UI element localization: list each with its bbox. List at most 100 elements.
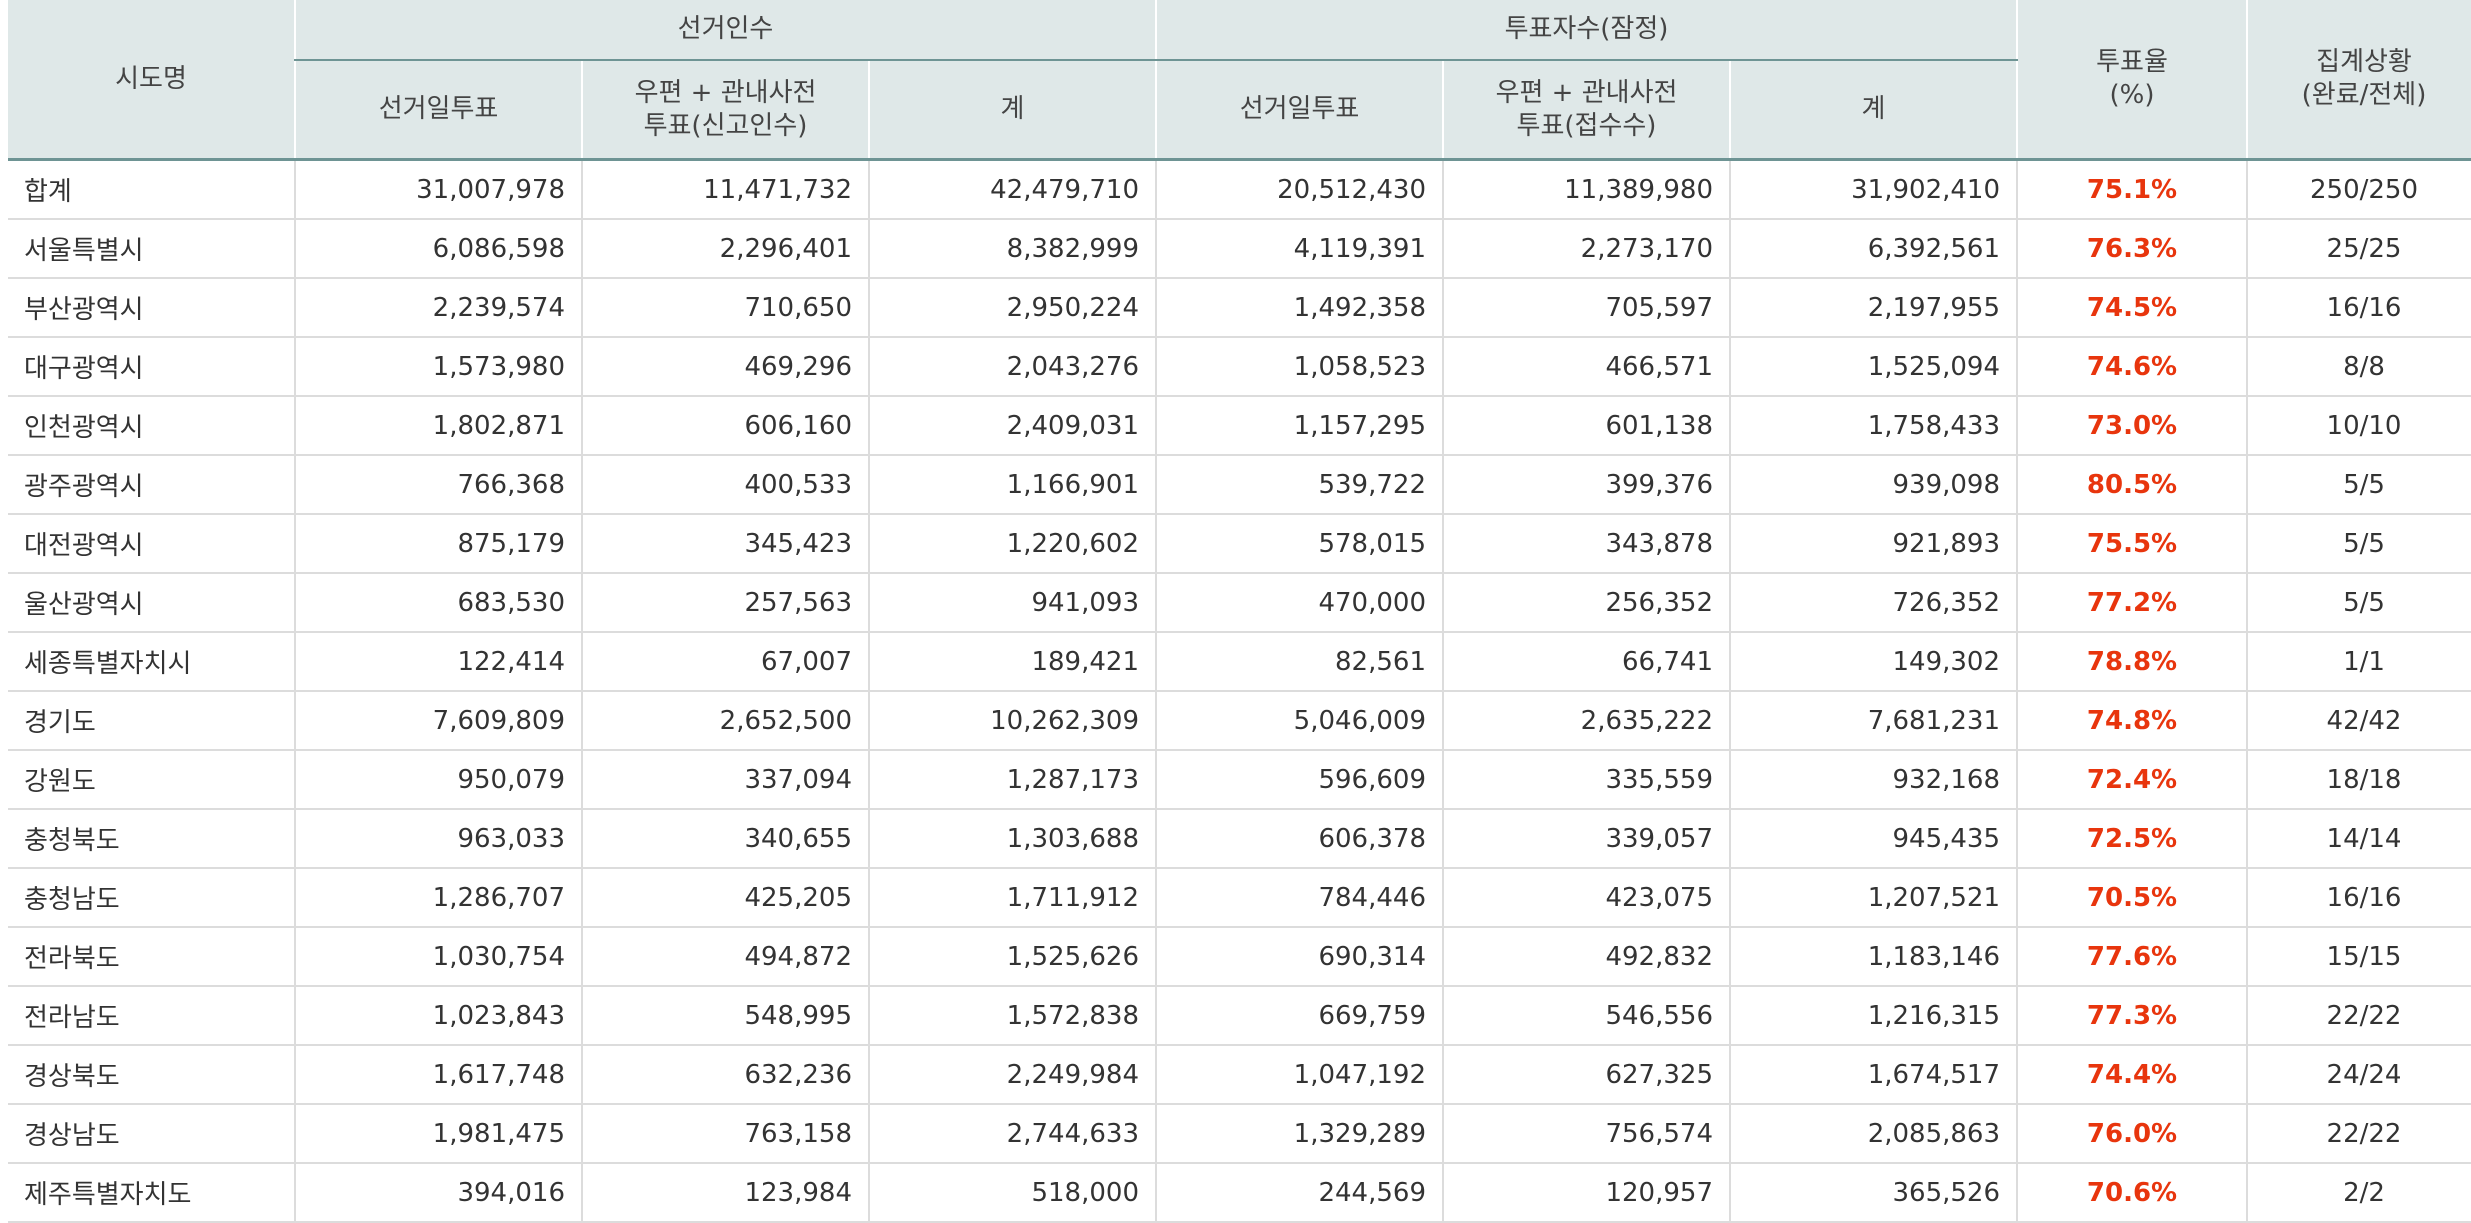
electorate-total-cell: 2,409,031 — [868, 396, 1156, 456]
voters-election-day-cell: 1,047,192 — [1155, 1045, 1443, 1105]
electorate-election-day-cell: 1,573,980 — [294, 337, 582, 397]
voters-election-day-cell: 669,759 — [1155, 986, 1443, 1046]
electorate-mail-early-cell: 548,995 — [581, 986, 869, 1046]
electorate-mail-early-cell: 632,236 — [581, 1045, 869, 1105]
electorate-total-cell: 1,287,173 — [868, 750, 1156, 810]
electorate-election-day-cell: 1,981,475 — [294, 1104, 582, 1164]
electorate-total-cell: 1,166,901 — [868, 455, 1156, 515]
turnout-rate-cell: 74.8% — [2016, 691, 2248, 751]
turnout-rate-cell: 72.4% — [2016, 750, 2248, 810]
region-cell: 대전광역시 — [8, 514, 295, 574]
electorate-mail-early-cell: 345,423 — [581, 514, 869, 574]
electorate-total-cell: 42,479,710 — [868, 159, 1156, 220]
status-cell: 14/14 — [2246, 809, 2471, 869]
voters-total-cell: 7,681,231 — [1728, 691, 2018, 751]
turnout-rate-cell: 77.6% — [2016, 927, 2248, 987]
voters-mail-early-cell: 756,574 — [1442, 1104, 1730, 1164]
voters-total-cell: 149,302 — [1728, 632, 2018, 692]
electorate-mail-early-cell: 2,652,500 — [581, 691, 869, 751]
table-row: 충청남도 1,286,707 425,205 1,711,912 784,446 423,… — [8, 868, 2471, 928]
table-row: 부산광역시 2,239,574 710,650 2,950,224 1,492,358 7… — [8, 278, 2471, 338]
voters-total-cell: 939,098 — [1728, 455, 2018, 515]
electorate-election-day-cell: 875,179 — [294, 514, 582, 574]
status-cell: 5/5 — [2246, 514, 2471, 574]
col-electorate-group-header: 선거인수 — [294, 0, 1156, 61]
voters-mail-early-cell: 343,878 — [1442, 514, 1730, 574]
voters-election-day-cell: 784,446 — [1155, 868, 1443, 928]
status-cell: 8/8 — [2246, 337, 2471, 397]
electorate-total-cell: 8,382,999 — [868, 219, 1156, 279]
electorate-election-day-cell: 2,239,574 — [294, 278, 582, 338]
status-cell: 2/2 — [2246, 1163, 2471, 1223]
voters-election-day-cell: 1,492,358 — [1155, 278, 1443, 338]
table-row: 제주특별자치도 394,016 123,984 518,000 244,569 120,9… — [8, 1163, 2471, 1223]
voters-total-cell: 1,525,094 — [1728, 337, 2018, 397]
table-header: 시도명 선거인수 투표자수(잠정) 투표율 (%) 집계상황 (완료/전체) 선… — [8, 0, 2471, 161]
electorate-mail-early-cell: 425,205 — [581, 868, 869, 928]
turnout-rate-cell: 77.3% — [2016, 986, 2248, 1046]
col-electorate-election-day-header[interactable]: 선거일투표 — [294, 60, 582, 161]
voters-total-cell: 932,168 — [1728, 750, 2018, 810]
electorate-total-cell: 518,000 — [868, 1163, 1156, 1223]
electorate-election-day-cell: 394,016 — [294, 1163, 582, 1223]
region-cell: 제주특별자치도 — [8, 1163, 295, 1223]
electorate-total-cell: 2,744,633 — [868, 1104, 1156, 1164]
turnout-rate-cell: 70.6% — [2016, 1163, 2248, 1223]
electorate-election-day-cell: 7,609,809 — [294, 691, 582, 751]
electorate-mail-early-cell: 337,094 — [581, 750, 869, 810]
table-row: 충청북도 963,033 340,655 1,303,688 606,378 339,05… — [8, 809, 2471, 869]
electorate-election-day-cell: 766,368 — [294, 455, 582, 515]
electorate-election-day-cell: 950,079 — [294, 750, 582, 810]
electorate-election-day-cell: 6,086,598 — [294, 219, 582, 279]
electorate-election-day-cell: 1,030,754 — [294, 927, 582, 987]
electorate-mail-early-cell: 469,296 — [581, 337, 869, 397]
status-cell: 10/10 — [2246, 396, 2471, 456]
electorate-mail-early-cell: 67,007 — [581, 632, 869, 692]
col-turnout-header[interactable]: 투표율 (%) — [2016, 0, 2248, 161]
region-cell: 경기도 — [8, 691, 295, 751]
electorate-total-cell: 10,262,309 — [868, 691, 1156, 751]
status-cell: 15/15 — [2246, 927, 2471, 987]
status-cell: 42/42 — [2246, 691, 2471, 751]
electorate-total-cell: 1,572,838 — [868, 986, 1156, 1046]
turnout-rate-cell: 74.5% — [2016, 278, 2248, 338]
electorate-mail-early-cell: 340,655 — [581, 809, 869, 869]
table-body: 합계 31,007,978 11,471,732 42,479,710 20,512,4… — [8, 159, 2471, 1223]
electorate-mail-early-cell: 123,984 — [581, 1163, 869, 1223]
electorate-mail-early-cell: 606,160 — [581, 396, 869, 456]
region-cell: 강원도 — [8, 750, 295, 810]
electorate-total-cell: 1,303,688 — [868, 809, 1156, 869]
electorate-mail-early-cell: 710,650 — [581, 278, 869, 338]
electorate-election-day-cell: 1,617,748 — [294, 1045, 582, 1105]
electorate-total-cell: 941,093 — [868, 573, 1156, 633]
voters-total-cell: 945,435 — [1728, 809, 2018, 869]
turnout-rate-cell: 75.1% — [2016, 159, 2248, 220]
col-electorate-total-header[interactable]: 계 — [868, 60, 1156, 161]
col-status-header[interactable]: 집계상황 (완료/전체) — [2246, 0, 2471, 161]
region-cell: 충청남도 — [8, 868, 295, 928]
col-voters-total-header[interactable]: 계 — [1728, 60, 2018, 161]
electorate-election-day-cell: 31,007,978 — [294, 159, 582, 220]
voters-election-day-cell: 578,015 — [1155, 514, 1443, 574]
col-voters-mail-early-header[interactable]: 우편 + 관내사전 투표(접수수) — [1442, 60, 1730, 161]
region-cell: 충청북도 — [8, 809, 295, 869]
turnout-rate-cell: 74.6% — [2016, 337, 2248, 397]
table-row: 경상남도 1,981,475 763,158 2,744,633 1,329,289 75… — [8, 1104, 2471, 1164]
table-row: 경상북도 1,617,748 632,236 2,249,984 1,047,192 62… — [8, 1045, 2471, 1105]
status-cell: 25/25 — [2246, 219, 2471, 279]
turnout-rate-cell: 72.5% — [2016, 809, 2248, 869]
col-region-header[interactable]: 시도명 — [8, 0, 295, 161]
electorate-mail-early-cell: 257,563 — [581, 573, 869, 633]
table-row: 광주광역시 766,368 400,533 1,166,901 539,722 399,3… — [8, 455, 2471, 515]
table-row: 대구광역시 1,573,980 469,296 2,043,276 1,058,523 4… — [8, 337, 2471, 397]
electorate-mail-early-cell: 763,158 — [581, 1104, 869, 1164]
voters-total-cell: 365,526 — [1728, 1163, 2018, 1223]
region-cell: 전라남도 — [8, 986, 295, 1046]
region-cell: 울산광역시 — [8, 573, 295, 633]
electorate-election-day-cell: 683,530 — [294, 573, 582, 633]
voters-mail-early-cell: 339,057 — [1442, 809, 1730, 869]
col-electorate-mail-early-header[interactable]: 우편 + 관내사전 투표(신고인수) — [581, 60, 869, 161]
voters-mail-early-cell: 66,741 — [1442, 632, 1730, 692]
voters-mail-early-cell: 11,389,980 — [1442, 159, 1730, 220]
col-voters-election-day-header[interactable]: 선거일투표 — [1155, 60, 1443, 161]
